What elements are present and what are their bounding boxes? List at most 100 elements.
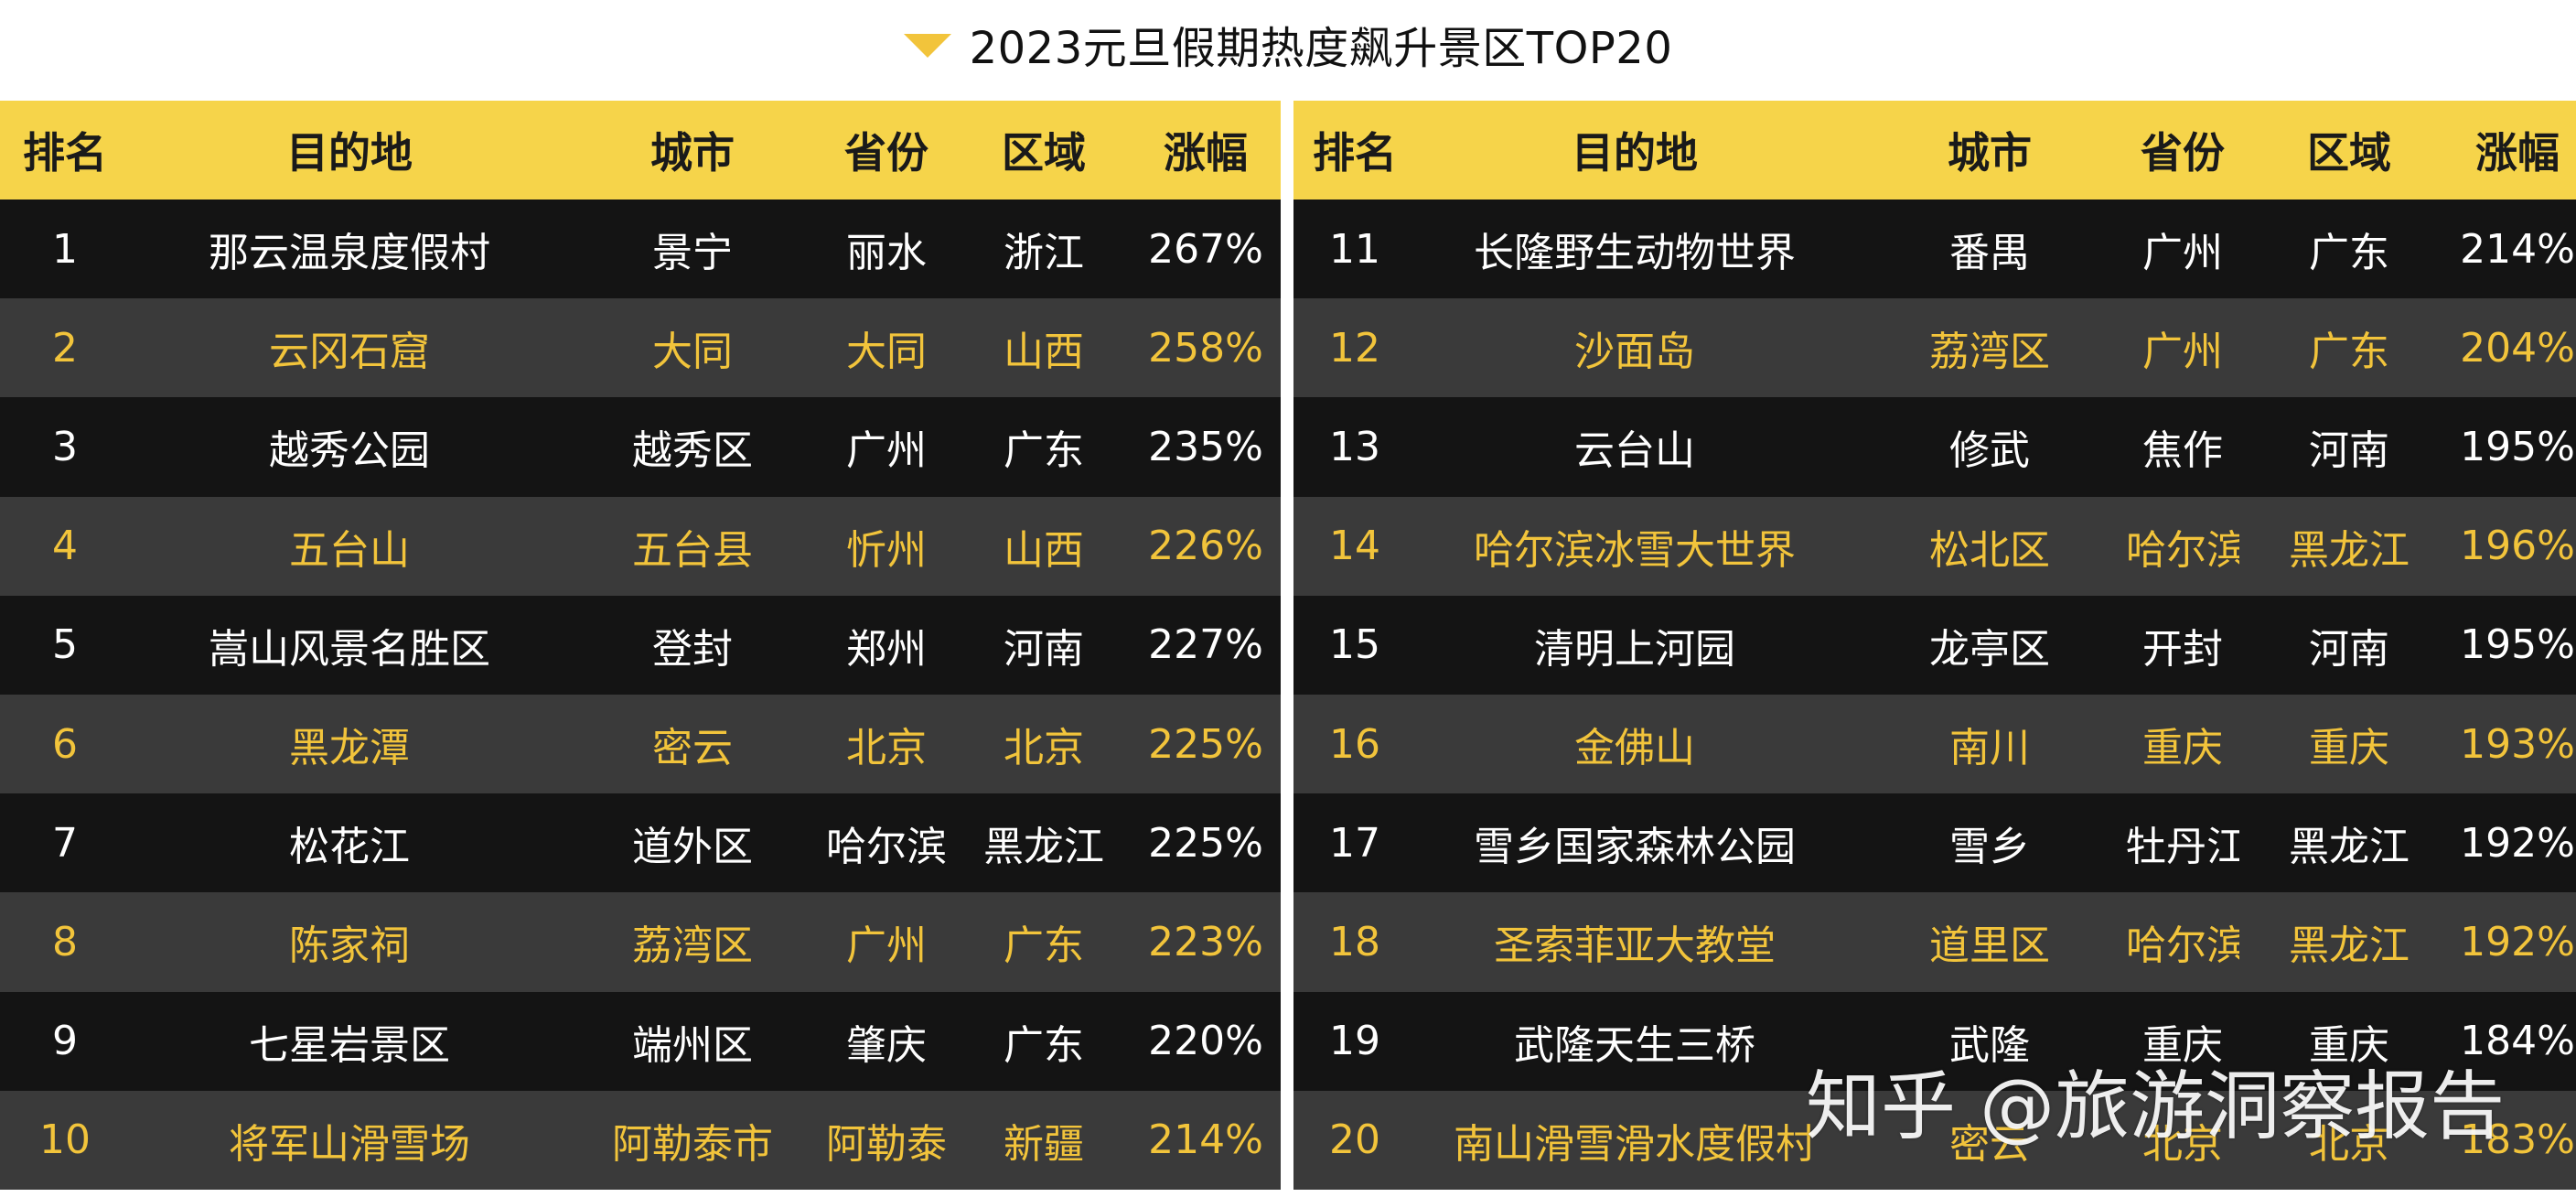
destination-cell: 云台山: [1574, 427, 1695, 475]
table-row: 7 松花江 道外区 哈尔滨 黑龙江 225%: [0, 793, 1281, 893]
destination-cell: 五台山: [289, 526, 410, 574]
rank-cell: 18: [1329, 918, 1380, 965]
region-cell: 黑龙江: [2289, 824, 2410, 871]
header-city: 城市: [650, 128, 735, 178]
rank-cell: 11: [1329, 225, 1380, 273]
header-region: 区域: [1002, 128, 1086, 178]
region-cell: 广东: [2309, 230, 2389, 277]
city-cell: 五台县: [632, 526, 753, 574]
city-cell: 荔湾区: [632, 922, 753, 970]
region-cell: 北京: [2309, 1120, 2389, 1168]
table-row: 5 嵩山风景名胜区 登封 郑州 河南 227%: [0, 595, 1281, 695]
destination-cell: 陈家祠: [289, 922, 410, 970]
province-cell: 哈尔滨: [2126, 922, 2239, 970]
destination-cell: 南山滑雪滑水度假村: [1454, 1120, 1816, 1168]
province-cell: 忻州: [846, 526, 927, 574]
ranking-table-right: 排名 目的地 城市 省份 区域 涨幅 11 长隆野生动物世界 番禺 广州 广东 …: [1293, 101, 2576, 1197]
city-cell: 端州区: [632, 1021, 753, 1069]
table-row: 11 长隆野生动物世界 番禺 广州 广东 214%: [1293, 200, 2576, 299]
triangle-down-icon: [903, 34, 951, 58]
header-destination: 目的地: [1572, 128, 1698, 178]
region-cell: 重庆: [2309, 725, 2389, 772]
province-cell: 肇庆: [846, 1021, 927, 1069]
destination-cell: 七星岩景区: [249, 1021, 450, 1069]
region-cell: 广东: [1004, 922, 1084, 970]
rank-cell: 14: [1329, 523, 1380, 570]
header-region: 区域: [2307, 128, 2391, 178]
destination-cell: 那云温泉度假村: [209, 230, 490, 277]
table-row: 9 七星岩景区 端州区 肇庆 广东 220%: [0, 991, 1281, 1091]
region-cell: 广东: [2309, 329, 2389, 376]
table-row: 4 五台山 五台县 忻州 山西 226%: [0, 496, 1281, 596]
header-growth: 涨幅: [2475, 128, 2560, 178]
growth-cell: 195%: [2460, 423, 2575, 470]
region-cell: 黑龙江: [2289, 922, 2410, 970]
region-cell: 北京: [1004, 725, 1084, 772]
growth-cell: 184%: [2460, 1018, 2575, 1065]
growth-cell: 204%: [2460, 324, 2575, 372]
city-cell: 阿勒泰市: [612, 1120, 773, 1168]
table-row: 6 黑龙潭 密云 北京 北京 225%: [0, 694, 1281, 794]
destination-cell: 清明上河园: [1534, 625, 1735, 673]
province-cell: 广州: [2142, 230, 2223, 277]
destination-cell: 云冈石窟: [269, 329, 430, 376]
growth-cell: 226%: [1148, 523, 1263, 570]
city-cell: 南川: [1949, 725, 2030, 772]
growth-cell: 220%: [1148, 1018, 1263, 1065]
province-cell: 大同: [846, 329, 927, 376]
region-cell: 黑龙江: [2289, 526, 2410, 574]
province-cell: 焦作: [2142, 427, 2223, 475]
table-row: 19 武隆天生三桥 武隆 重庆 重庆 184%: [1293, 991, 2576, 1091]
growth-cell: 214%: [1148, 1116, 1263, 1164]
city-cell: 大同: [652, 329, 733, 376]
rank-cell: 20: [1329, 1116, 1380, 1164]
title-text: 2023元旦假期热度飙升景区TOP20: [969, 23, 1673, 74]
header-province: 省份: [844, 128, 928, 178]
region-cell: 浙江: [1004, 230, 1084, 277]
region-cell: 重庆: [2309, 1021, 2389, 1069]
header-rank: 排名: [23, 128, 107, 178]
province-cell: 北京: [2142, 1120, 2223, 1168]
rank-cell: 1: [52, 225, 78, 273]
table-row: 16 金佛山 南川 重庆 重庆 193%: [1293, 694, 2576, 794]
destination-cell: 沙面岛: [1574, 329, 1695, 376]
rank-cell: 8: [52, 918, 78, 965]
rank-cell: 9: [52, 1018, 78, 1065]
destination-cell: 越秀公园: [269, 427, 430, 475]
province-cell: 郑州: [846, 625, 927, 673]
region-cell: 广东: [1004, 427, 1084, 475]
region-cell: 黑龙江: [983, 824, 1104, 871]
rank-cell: 4: [52, 523, 78, 570]
province-cell: 阿勒泰: [826, 1120, 947, 1168]
province-cell: 牡丹江: [2126, 824, 2239, 871]
rank-cell: 5: [52, 621, 78, 669]
header-growth: 涨幅: [1164, 128, 1248, 178]
destination-cell: 金佛山: [1574, 725, 1695, 772]
table-row: 3 越秀公园 越秀区 广州 广东 235%: [0, 397, 1281, 497]
province-cell: 广州: [846, 427, 927, 475]
growth-cell: 193%: [2460, 720, 2575, 768]
table-row: 13 云台山 修武 焦作 河南 195%: [1293, 397, 2576, 497]
region-cell: 山西: [1004, 329, 1084, 376]
rank-cell: 2: [52, 324, 78, 372]
table-row: 20 南山滑雪滑水度假村 密云 北京 北京 183%: [1293, 1090, 2576, 1190]
header-city: 城市: [1948, 128, 2032, 178]
region-cell: 新疆: [1004, 1120, 1084, 1168]
city-cell: 松北区: [1929, 526, 2050, 574]
rank-cell: 3: [52, 423, 78, 470]
destination-cell: 黑龙潭: [289, 725, 410, 772]
city-cell: 越秀区: [632, 427, 753, 475]
city-cell: 荔湾区: [1929, 329, 2050, 376]
table-header: 排名 目的地 城市 省份 区域 涨幅: [0, 101, 1281, 200]
growth-cell: 258%: [1148, 324, 1263, 372]
growth-cell: 183%: [2460, 1116, 2575, 1164]
table-row: 2 云冈石窟 大同 大同 山西 258%: [0, 298, 1281, 398]
destination-cell: 将军山滑雪场: [229, 1120, 470, 1168]
header-destination: 目的地: [286, 128, 413, 178]
province-cell: 开封: [2142, 625, 2223, 673]
table-row: 18 圣索菲亚大教堂 道里区 哈尔滨 黑龙江 192%: [1293, 892, 2576, 992]
city-cell: 雪乡: [1949, 824, 2030, 871]
province-cell: 重庆: [2142, 1021, 2223, 1069]
growth-cell: 214%: [2460, 225, 2575, 273]
destination-cell: 哈尔滨冰雪大世界: [1474, 526, 1796, 574]
